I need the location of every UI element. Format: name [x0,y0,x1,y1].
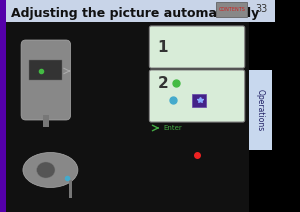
Ellipse shape [37,162,55,178]
Text: Operations: Operations [256,89,265,131]
FancyBboxPatch shape [149,70,245,122]
FancyBboxPatch shape [249,70,272,150]
FancyBboxPatch shape [149,26,245,68]
Text: Enter: Enter [163,125,182,131]
Ellipse shape [23,152,78,187]
Text: 1: 1 [158,39,168,54]
Text: Adjusting the picture automatically: Adjusting the picture automatically [11,7,259,21]
Bar [148,22,249,212]
Bar [69,180,72,198]
Bar [0,0,6,212]
FancyBboxPatch shape [192,93,206,106]
FancyBboxPatch shape [0,0,275,22]
FancyBboxPatch shape [21,40,70,120]
Text: 33: 33 [255,4,267,14]
FancyBboxPatch shape [216,2,247,17]
Text: 2: 2 [158,77,168,92]
Bar [29,60,62,80]
Bar [43,115,49,127]
Text: CONTENTS: CONTENTS [218,7,245,12]
Bar [6,22,148,212]
